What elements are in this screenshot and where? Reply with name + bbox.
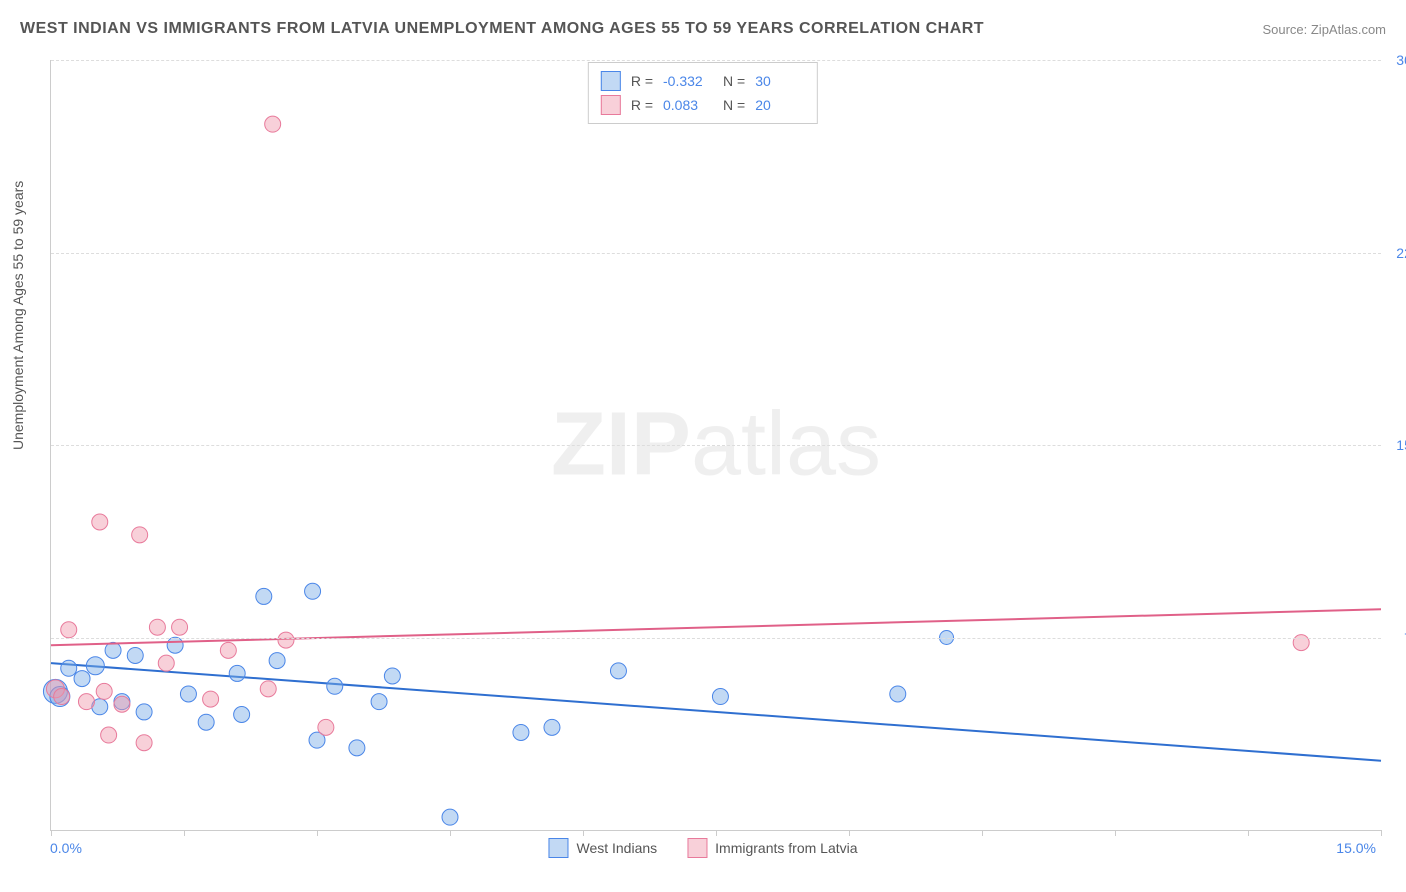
r-value: 0.083 [663, 97, 713, 113]
data-point-west_indians [349, 740, 365, 756]
gridline [51, 60, 1381, 61]
x-axis-min-label: 0.0% [50, 840, 82, 856]
data-point-latvia [158, 655, 174, 671]
series-legend: West Indians Immigrants from Latvia [548, 838, 857, 858]
legend-label: West Indians [576, 840, 657, 856]
x-tick [982, 830, 983, 836]
data-point-west_indians [890, 686, 906, 702]
x-tick [583, 830, 584, 836]
data-point-latvia [136, 735, 152, 751]
data-point-west_indians [136, 704, 152, 720]
data-point-latvia [203, 691, 219, 707]
y-tick-label: 15.0% [1396, 437, 1406, 453]
data-point-west_indians [384, 668, 400, 684]
data-point-latvia [96, 683, 112, 699]
stats-legend: R = -0.332 N = 30 R = 0.083 N = 20 [588, 62, 818, 124]
data-point-west_indians [371, 694, 387, 710]
data-point-west_indians [180, 686, 196, 702]
data-point-west_indians [86, 657, 104, 675]
data-point-latvia [132, 527, 148, 543]
legend-swatch-icon [601, 95, 621, 115]
data-point-latvia [149, 619, 165, 635]
regression-line-latvia [51, 609, 1381, 645]
n-value: 30 [755, 73, 805, 89]
data-point-latvia [92, 514, 108, 530]
source-attribution: Source: ZipAtlas.com [1262, 22, 1386, 37]
data-point-west_indians [61, 660, 77, 676]
n-label: N = [723, 73, 745, 89]
x-tick [51, 830, 52, 836]
r-label: R = [631, 73, 653, 89]
chart-title: WEST INDIAN VS IMMIGRANTS FROM LATVIA UN… [20, 20, 984, 38]
gridline [51, 638, 1381, 639]
y-axis-label: Unemployment Among Ages 55 to 59 years [10, 181, 26, 450]
x-tick [849, 830, 850, 836]
data-point-latvia [220, 642, 236, 658]
data-point-latvia [101, 727, 117, 743]
data-point-west_indians [127, 647, 143, 663]
regression-line-west_indians [51, 663, 1381, 761]
x-tick [184, 830, 185, 836]
n-value: 20 [755, 97, 805, 113]
legend-swatch-icon [548, 838, 568, 858]
data-point-latvia [114, 696, 130, 712]
data-point-west_indians [610, 663, 626, 679]
gridline [51, 445, 1381, 446]
r-label: R = [631, 97, 653, 113]
stats-row-latvia: R = 0.083 N = 20 [601, 93, 805, 117]
data-point-latvia [260, 681, 276, 697]
data-point-west_indians [74, 671, 90, 687]
data-point-latvia [172, 619, 188, 635]
y-tick-label: 22.5% [1396, 245, 1406, 261]
data-point-west_indians [167, 637, 183, 653]
data-point-latvia [265, 116, 281, 132]
x-tick [1248, 830, 1249, 836]
legend-label: Immigrants from Latvia [715, 840, 857, 856]
data-point-west_indians [229, 665, 245, 681]
x-tick [317, 830, 318, 836]
gridline [51, 253, 1381, 254]
data-point-west_indians [305, 583, 321, 599]
x-axis-max-label: 15.0% [1336, 840, 1376, 856]
data-point-west_indians [105, 642, 121, 658]
legend-swatch-icon [601, 71, 621, 91]
data-point-latvia [54, 689, 70, 705]
x-tick [450, 830, 451, 836]
data-point-west_indians [442, 809, 458, 825]
data-point-west_indians [327, 678, 343, 694]
data-point-west_indians [256, 588, 272, 604]
data-point-latvia [78, 694, 94, 710]
legend-item-latvia: Immigrants from Latvia [687, 838, 857, 858]
legend-swatch-icon [687, 838, 707, 858]
data-point-west_indians [712, 689, 728, 705]
data-point-latvia [61, 622, 77, 638]
data-point-latvia [278, 632, 294, 648]
legend-item-west_indians: West Indians [548, 838, 657, 858]
n-label: N = [723, 97, 745, 113]
data-point-west_indians [513, 724, 529, 740]
r-value: -0.332 [663, 73, 713, 89]
x-tick [716, 830, 717, 836]
data-point-west_indians [269, 653, 285, 669]
plot-area: ZIPatlas 7.5%15.0%22.5%30.0% [50, 60, 1381, 831]
data-point-west_indians [234, 707, 250, 723]
data-point-latvia [318, 719, 334, 735]
stats-row-west_indians: R = -0.332 N = 30 [601, 69, 805, 93]
y-tick-label: 30.0% [1396, 52, 1406, 68]
x-tick [1381, 830, 1382, 836]
data-point-west_indians [544, 719, 560, 735]
data-point-west_indians [198, 714, 214, 730]
x-tick [1115, 830, 1116, 836]
